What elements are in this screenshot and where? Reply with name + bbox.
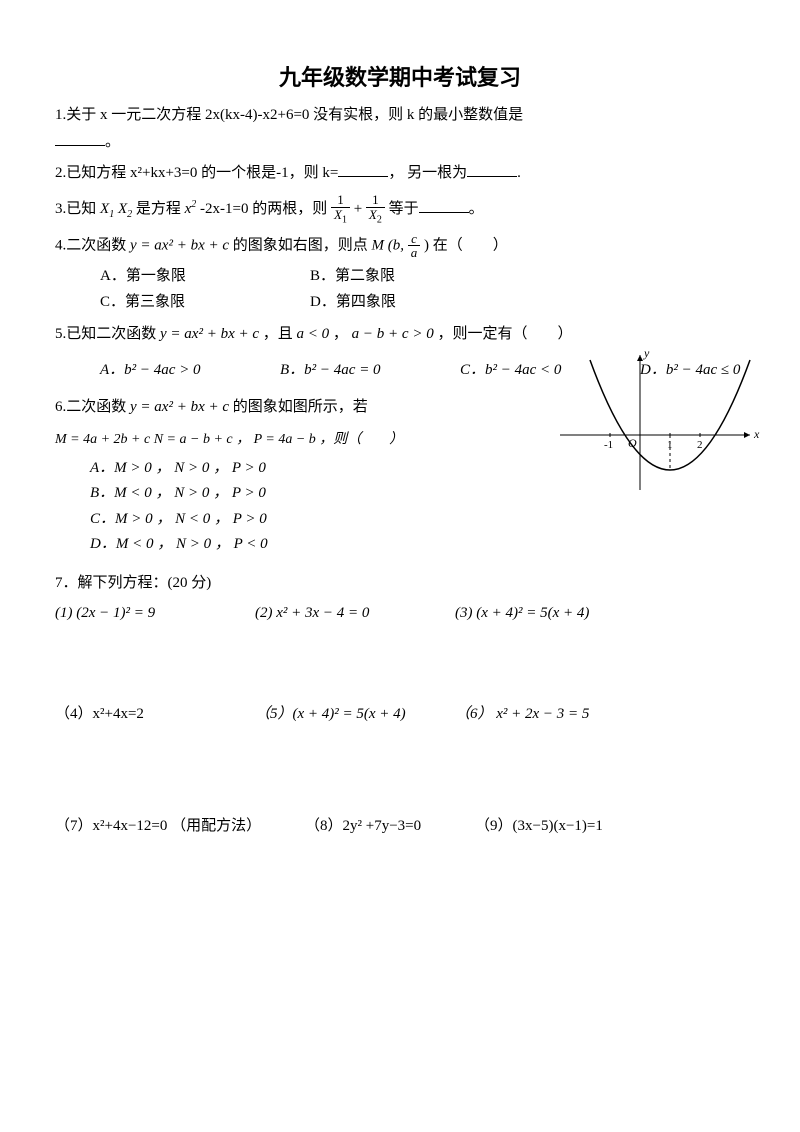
question-5: 5.已知二次函数 y = ax² + bx + c ，且 a < 0 ， a −… <box>55 321 745 348</box>
q6-opt-c: C．M > 0 ， N < 0 ， P > 0 <box>90 507 745 533</box>
q4-func: y = ax² + bx + c <box>130 237 229 253</box>
q7-e1: (1) (2x − 1)² = 9 <box>55 601 255 627</box>
question-4: 4.二次函数 y = ax² + bx + c 的图象如右图，则点 M (b, … <box>55 232 745 260</box>
q4-options: A．第一象限 B．第二象限 C．第三象限 D．第四象限 <box>55 264 745 315</box>
q5-mid3: ，则一定有（ ） <box>437 326 572 342</box>
q3-frac-1: 1 X1 <box>331 193 350 226</box>
question-7: 7．解下列方程：(20 分) <box>55 570 745 597</box>
parabola-graph: x y O -1 1 2 <box>550 345 760 500</box>
q3-plus: + <box>354 201 366 217</box>
q4-opt-c: C．第三象限 <box>100 290 310 316</box>
page-title: 九年级数学期中考试复习 <box>55 60 745 92</box>
q2-blank-2 <box>467 163 517 177</box>
q3-mid1: 是方程 <box>136 201 185 217</box>
q2-tail: . <box>517 165 521 181</box>
q5-mid2: ， <box>333 326 348 342</box>
q5-opt-a: A．b² − 4ac > 0 <box>100 358 240 384</box>
q3-xsq: x2 <box>185 201 197 217</box>
q4-pre: 4.二次函数 <box>55 237 130 253</box>
q3-pre: 3.已知 <box>55 201 100 217</box>
q6-func: y = ax² + bx + c <box>130 399 229 415</box>
q7-e3: (3) (x + 4)² = 5(x + 4) <box>455 601 655 627</box>
q3-tail: 。 <box>469 201 484 217</box>
q2-blank-1 <box>338 163 388 177</box>
q7-e5: （5）(x + 4)² = 5(x + 4) <box>255 702 455 728</box>
q6-pre: 6.二次函数 <box>55 399 130 415</box>
q1-tail: 。 <box>105 134 120 150</box>
q4-mid1: 的图象如右图，则点 <box>233 237 372 253</box>
q7-e2: (2) x² + 3x − 4 = 0 <box>255 601 455 627</box>
q3-mid2: -2x-1=0 的两根，则 <box>200 201 331 217</box>
q7-e9: （9）(3x−5)(x−1)=1 <box>475 814 675 840</box>
tick-2: 2 <box>697 439 703 451</box>
q5-cond1: a < 0 <box>297 326 330 342</box>
q7-equations: (1) (2x − 1)² = 9 (2) x² + 3x − 4 = 0 (3… <box>55 601 745 840</box>
question-3: 3.已知 X1 X2 是方程 x2 -2x-1=0 的两根，则 1 X1 + 1… <box>55 193 745 226</box>
q3-frac-2: 1 X2 <box>366 193 385 226</box>
q3-mid3: 等于 <box>389 201 419 217</box>
q3-x2: X2 <box>118 201 132 217</box>
q7-e6: （6） x² + 2x − 3 = 5 <box>455 702 655 728</box>
q3-blank <box>419 199 469 213</box>
q5-cond2: a − b + c > 0 <box>352 326 434 342</box>
q6-mid1: 的图象如图所示，若 <box>233 399 368 415</box>
origin-label: O <box>628 436 637 450</box>
q6-opt-d: D．M < 0 ， N > 0 ， P < 0 <box>90 532 745 558</box>
q4-opt-d: D．第四象限 <box>310 290 520 316</box>
q4-opt-a: A．第一象限 <box>100 264 310 290</box>
question-1: 1.关于 x 一元二次方程 2x(kx-4)-x2+6=0 没有实根，则 k 的… <box>55 102 745 156</box>
y-axis-label: y <box>643 346 650 360</box>
q1-blank <box>55 132 105 146</box>
q2-pre: 2.已知方程 x²+kx+3=0 的一个根是-1，则 k= <box>55 165 338 181</box>
q2-mid: ， 另一根为 <box>388 165 467 181</box>
q1-text: 1.关于 x 一元二次方程 2x(kx-4)-x2+6=0 没有实根，则 k 的… <box>55 107 523 123</box>
x-axis-label: x <box>753 427 760 441</box>
q4-frac: c a <box>408 232 421 260</box>
q4-m: M (b, <box>372 237 408 253</box>
q5-mid1: ，且 <box>263 326 297 342</box>
q5-func: y = ax² + bx + c <box>160 326 259 342</box>
q4-opt-b: B．第二象限 <box>310 264 520 290</box>
q5-opt-b: B．b² − 4ac = 0 <box>280 358 420 384</box>
q3-x1: X1 <box>100 201 114 217</box>
tick-neg1: -1 <box>604 439 613 451</box>
question-2: 2.已知方程 x²+kx+3=0 的一个根是-1，则 k= ， 另一根为. <box>55 160 745 187</box>
q7-e7: （7）x²+4x−12=0 （用配方法） <box>55 814 305 840</box>
q5-pre: 5.已知二次函数 <box>55 326 160 342</box>
q7-e8: （8）2y² +7y−3=0 <box>305 814 475 840</box>
q4-mid2: ) 在（ ） <box>424 237 508 253</box>
q7-e4: （4）x²+4x=2 <box>55 702 255 728</box>
